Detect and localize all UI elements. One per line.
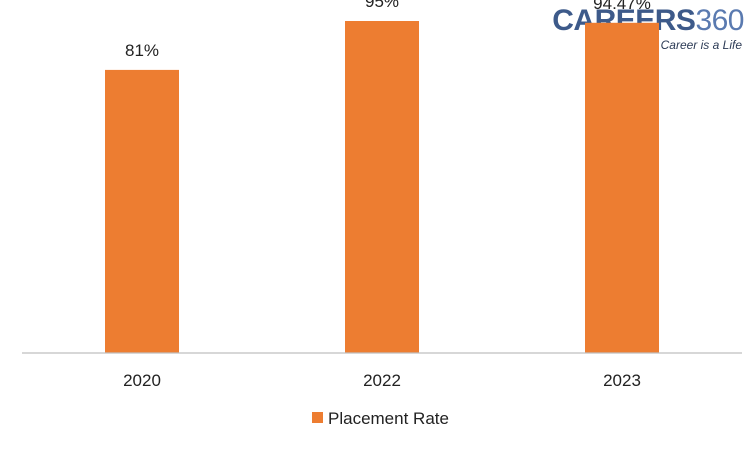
brand-number: 360 xyxy=(695,4,744,37)
x-tick-label-2020: 2020 xyxy=(123,371,161,390)
legend-swatch xyxy=(312,412,323,423)
bar-2022 xyxy=(345,21,419,353)
data-label-2023: 94.47% xyxy=(593,0,651,13)
bar-2023 xyxy=(585,22,659,354)
bar-2020 xyxy=(105,69,179,354)
data-label-2022: 95% xyxy=(365,0,399,11)
brand-tagline: A Career is a Life xyxy=(649,38,742,52)
x-tick-label-2022: 2022 xyxy=(363,371,401,390)
x-tick-label-2023: 2023 xyxy=(603,371,641,390)
data-label-2020: 81% xyxy=(125,41,159,60)
legend-label: Placement Rate xyxy=(328,409,449,428)
